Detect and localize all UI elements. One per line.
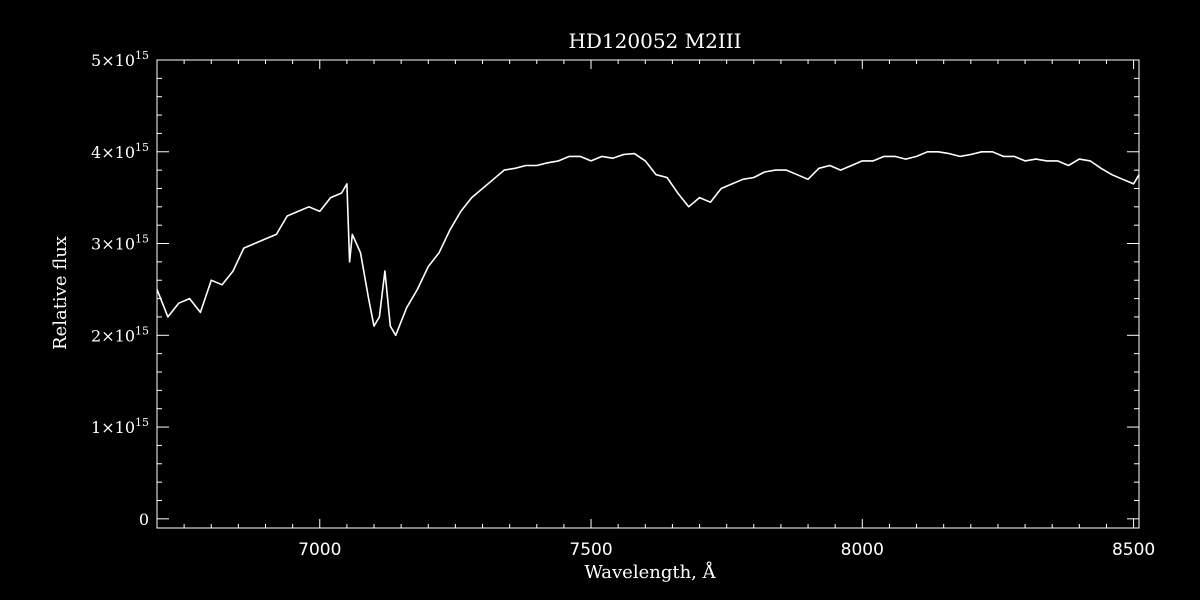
y-tick-label: 0 (139, 510, 149, 529)
x-axis-label: Wavelength, Å (584, 561, 716, 583)
x-tick-label: 8000 (841, 540, 884, 560)
y-tick-label: 2×1015 (91, 324, 149, 345)
plot-area (156, 151, 1140, 337)
x-tick-label: 8500 (1112, 540, 1155, 560)
y-tick-label: 4×1015 (91, 141, 149, 162)
y-tick-label: 1×1015 (91, 416, 149, 437)
series-line-0 (156, 151, 1140, 337)
y-tick-label: 3×1015 (91, 233, 149, 254)
x-tick-label: 7500 (569, 540, 612, 560)
x-tick-label: 7000 (298, 540, 341, 560)
chart-title: HD120052 M2III (568, 29, 741, 53)
axes: 7000 7500 8000 8500 0 1×1015 2×1015 3×1015 4×101… (91, 49, 1155, 560)
y-axis-label: Relative flux (50, 236, 71, 350)
plot-frame (156, 59, 1140, 529)
y-tick-label: 5×1015 (91, 49, 149, 70)
